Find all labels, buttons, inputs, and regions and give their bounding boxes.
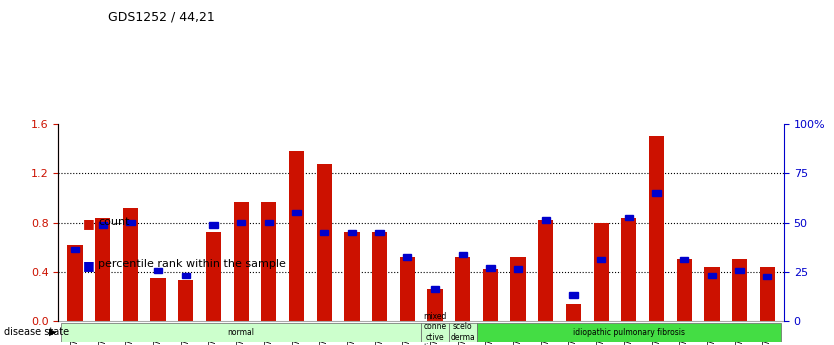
Bar: [486, 265, 495, 271]
Bar: [237, 220, 245, 225]
Bar: [209, 222, 218, 228]
Bar: [649, 137, 664, 321]
Bar: [234, 201, 249, 321]
Bar: [514, 266, 522, 272]
Bar: [621, 218, 636, 321]
Bar: [597, 257, 605, 262]
Bar: [763, 274, 771, 279]
Bar: [427, 289, 443, 321]
Bar: [293, 210, 301, 216]
Bar: [570, 292, 578, 298]
Text: disease state: disease state: [4, 327, 69, 337]
Bar: [375, 229, 384, 235]
Bar: [625, 215, 633, 220]
Text: percentile rank within the sample: percentile rank within the sample: [98, 259, 286, 269]
Bar: [261, 201, 276, 321]
Text: mixed
conne
ctive
tissue: mixed conne ctive tissue: [424, 312, 447, 345]
Bar: [71, 247, 79, 252]
Bar: [399, 257, 415, 321]
Bar: [264, 220, 273, 225]
Bar: [732, 259, 747, 321]
Bar: [320, 229, 329, 235]
Bar: [483, 269, 498, 321]
Bar: [403, 254, 411, 260]
Bar: [61, 323, 421, 342]
Bar: [182, 273, 190, 278]
Bar: [676, 259, 692, 321]
Bar: [538, 220, 554, 321]
Bar: [123, 208, 138, 321]
Bar: [431, 286, 440, 292]
Text: idiopathic pulmonary fibrosis: idiopathic pulmonary fibrosis: [573, 327, 685, 337]
Text: ▶: ▶: [49, 327, 57, 337]
Bar: [760, 267, 775, 321]
Bar: [705, 267, 720, 321]
Bar: [476, 323, 781, 342]
Bar: [206, 233, 221, 321]
Bar: [708, 273, 716, 278]
Text: count: count: [98, 217, 130, 227]
Text: ■: ■: [83, 259, 99, 272]
Bar: [95, 218, 110, 321]
Bar: [68, 245, 83, 321]
Bar: [348, 229, 356, 235]
Bar: [680, 257, 688, 262]
Text: scelo
derma: scelo derma: [450, 322, 475, 342]
Text: normal: normal: [228, 327, 254, 337]
Bar: [178, 280, 193, 321]
Bar: [510, 257, 525, 321]
Bar: [736, 268, 744, 273]
Bar: [344, 233, 359, 321]
Bar: [98, 222, 107, 228]
Text: ■: ■: [83, 217, 99, 230]
Bar: [150, 278, 166, 321]
Bar: [289, 151, 304, 321]
Bar: [455, 257, 470, 321]
Bar: [154, 268, 163, 273]
Bar: [652, 190, 661, 196]
Bar: [459, 252, 467, 257]
Text: GDS1252 / 44,21: GDS1252 / 44,21: [108, 10, 215, 23]
Bar: [541, 217, 550, 223]
Bar: [566, 304, 581, 321]
Bar: [449, 323, 476, 342]
Bar: [421, 323, 449, 342]
Bar: [594, 223, 609, 321]
Bar: [126, 220, 134, 225]
Bar: [317, 164, 332, 321]
Bar: [372, 233, 387, 321]
